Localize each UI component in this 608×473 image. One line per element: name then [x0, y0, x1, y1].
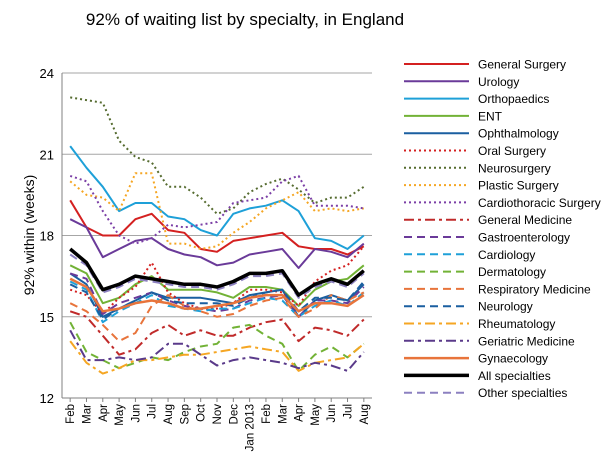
legend-label: Respiratory Medicine — [478, 282, 591, 296]
x-tick-label: Jul — [147, 404, 159, 419]
chart-title: 92% of waiting list by specialty, in Eng… — [86, 10, 404, 29]
x-axis-ticks: Feb Mar Apr May Jun Jul Aug Sep Oct Nov Dec Jan 201… — [65, 398, 371, 451]
y-tick-label: 21 — [40, 147, 54, 162]
legend-label: Gynaecology — [478, 352, 548, 366]
x-tick-label: May — [310, 404, 322, 426]
legend-label: Geriatric Medicine — [478, 334, 575, 348]
series-line-oral-surgery — [69, 245, 365, 315]
legend-label: ENT — [478, 109, 503, 123]
x-tick-label: Mar — [81, 404, 93, 424]
series-line-gynaecology — [69, 277, 365, 313]
legend-label: Cardiothoracic Surgery — [478, 196, 601, 210]
x-tick-label: Mar — [277, 404, 289, 424]
series-lines — [69, 96, 365, 375]
x-tick-label: Jan 2013 — [245, 404, 257, 451]
legend-label: Ophthalmology — [478, 127, 559, 141]
x-tick-label: Nov — [212, 404, 224, 425]
x-tick-label: Feb — [65, 404, 77, 424]
x-tick-label: Feb — [261, 404, 273, 424]
x-tick-label: Sep — [179, 404, 191, 424]
y-axis-ticks: 12 15 18 21 24 — [40, 66, 54, 406]
series-line-all-specialties — [69, 247, 365, 297]
legend-label: Plastic Surgery — [478, 179, 559, 193]
y-tick-label: 12 — [40, 391, 54, 406]
series-line-cardiothoracic-surgery — [69, 174, 364, 245]
x-tick-label: Oct — [196, 403, 208, 422]
x-tick-label: Aug — [163, 404, 175, 424]
y-tick-label: 15 — [40, 310, 54, 325]
x-tick-label: May — [114, 404, 126, 426]
x-tick-label: Aug — [359, 404, 371, 424]
legend: General Surgery Urology Orthopaedics ENT Oph… — [404, 58, 601, 400]
series-line-neurosurgery — [70, 96, 365, 215]
legend-label: All specialties — [478, 369, 551, 383]
legend-label: General Medicine — [478, 213, 572, 227]
x-tick-label: Apr — [294, 404, 306, 422]
x-tick-label: Jul — [343, 404, 355, 419]
series-line-other-specialties — [69, 253, 365, 299]
legend-label: Dermatology — [478, 265, 546, 279]
series-line-geriatric-medicine — [69, 329, 365, 372]
series-line-urology — [69, 218, 365, 269]
legend-label: Gastroenterology — [478, 231, 570, 245]
legend-label: Urology — [478, 75, 519, 89]
x-tick-label: Dec — [228, 404, 240, 425]
legend-label: Neurology — [478, 300, 533, 314]
x-tick-label: Apr — [98, 404, 110, 422]
x-tick-label: Jun — [326, 404, 338, 423]
legend-label: General Surgery — [478, 58, 566, 72]
legend-label: Oral Surgery — [478, 144, 546, 158]
legend-label: Cardiology — [478, 248, 535, 262]
series-line-general-medicine — [69, 310, 365, 356]
x-tick-label: Jun — [130, 404, 142, 423]
series-line-orthopaedics — [69, 145, 365, 250]
legend-label: Rheumatology — [478, 317, 555, 331]
y-axis-label: 92% within (weeks) — [21, 175, 37, 296]
series-line-respiratory-medicine — [69, 291, 365, 343]
legend-label: Other specialties — [478, 386, 567, 400]
series-line-rheumatology — [69, 340, 365, 375]
y-tick-label: 18 — [40, 229, 54, 244]
y-tick-label: 24 — [40, 66, 54, 81]
series-line-cardiology — [69, 280, 365, 324]
legend-label: Orthopaedics — [478, 92, 549, 106]
legend-label: Neurosurgery — [478, 161, 551, 175]
series-line-plastic-surgery — [69, 172, 364, 250]
